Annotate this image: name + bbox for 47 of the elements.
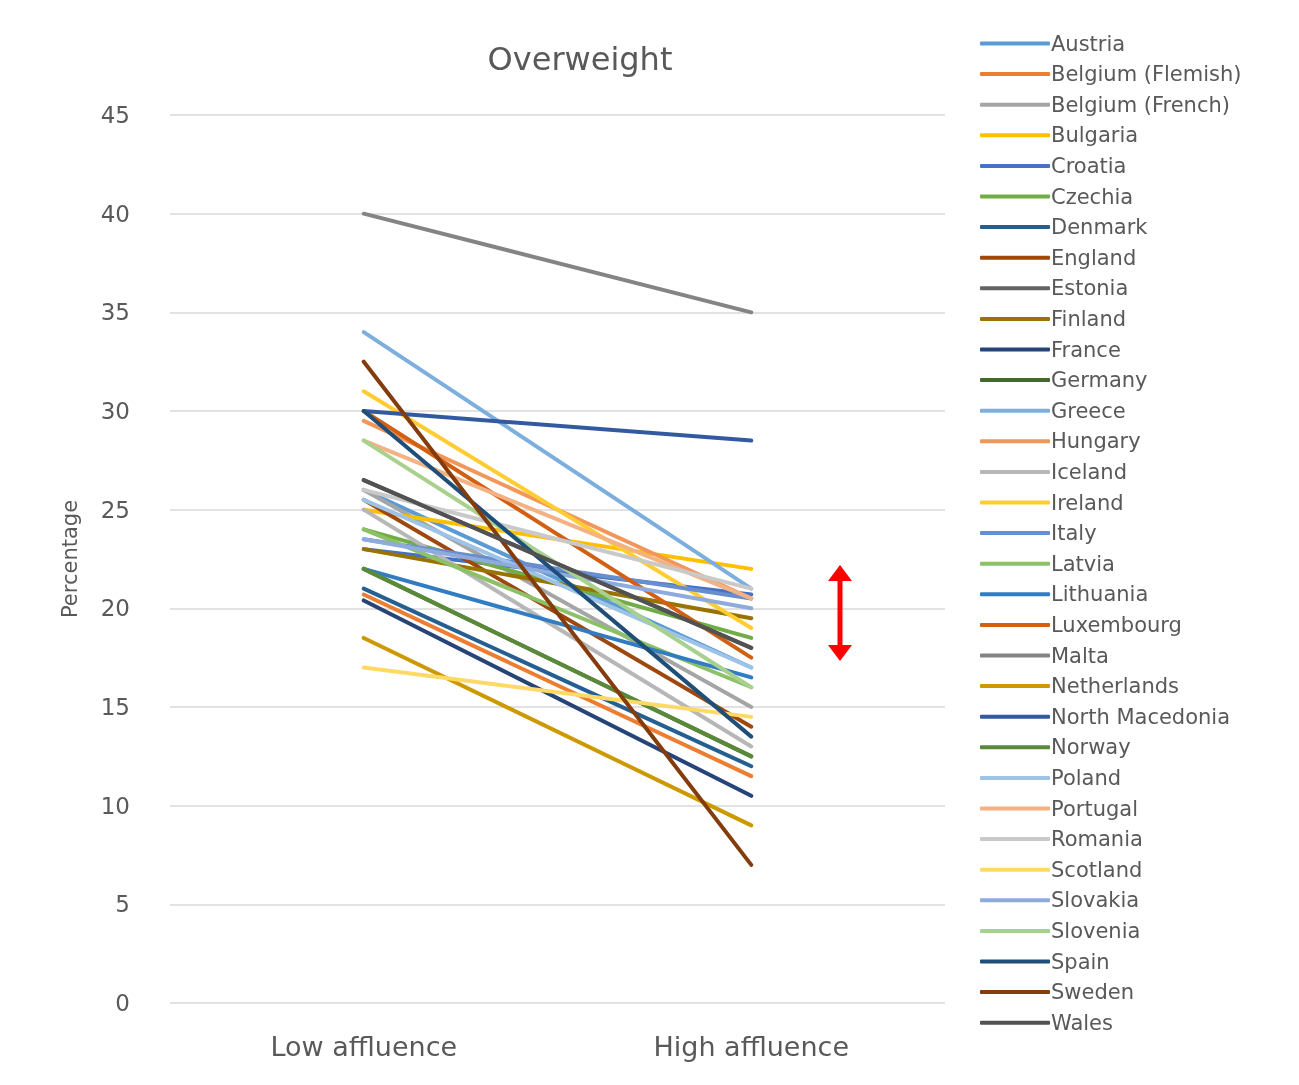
legend-label: Estonia [1051, 276, 1129, 301]
legend-label: Wales [1051, 1010, 1113, 1035]
legend-label: Ireland [1051, 490, 1124, 515]
legend-label: Italy [1051, 521, 1097, 546]
legend-label: France [1051, 337, 1121, 362]
chart-title: Overweight [487, 40, 673, 78]
y-tick-label: 35 [100, 299, 130, 326]
legend-label: North Macedonia [1051, 704, 1231, 729]
legend-label: Spain [1051, 949, 1110, 974]
legend-label: Norway [1051, 735, 1131, 760]
y-tick-label: 20 [100, 595, 130, 622]
legend-label: Germany [1051, 368, 1148, 393]
y-tick-label: 15 [100, 694, 130, 720]
legend-label: Sweden [1051, 980, 1134, 1005]
x-tick-label: High affluence [653, 1031, 850, 1062]
x-tick-label: Low affluence [270, 1031, 458, 1062]
legend-label: Scotland [1051, 857, 1143, 882]
y-tick-label: 0 [115, 990, 130, 1016]
legend-label: Denmark [1051, 215, 1149, 240]
legend-label: Poland [1051, 765, 1122, 790]
legend-label: Greece [1051, 398, 1126, 423]
legend-label: Netherlands [1051, 674, 1180, 699]
y-tick-label: 25 [100, 496, 130, 523]
legend-label: Luxembourg [1051, 612, 1182, 637]
legend-label: Belgium (Flemish) [1051, 62, 1242, 87]
legend-label: Lithuania [1051, 582, 1149, 607]
y-tick-label: 40 [100, 200, 130, 227]
legend-label: Finland [1051, 306, 1127, 331]
y-tick-label: 10 [100, 792, 130, 819]
legend-label: Slovenia [1051, 918, 1141, 943]
y-tick-label: 5 [115, 891, 130, 918]
legend-label: Austria [1051, 31, 1126, 56]
legend-label: Belgium (French) [1051, 92, 1230, 117]
legend-label: Czechia [1051, 184, 1134, 209]
legend-label: Bulgaria [1051, 123, 1139, 148]
legend-label: England [1051, 245, 1137, 270]
legend-label: Portugal [1051, 796, 1138, 821]
legend-label: Malta [1051, 643, 1109, 668]
y-tick-label: 45 [100, 102, 130, 128]
legend-label: Hungary [1051, 429, 1141, 454]
y-axis-title: Percentage [57, 499, 82, 619]
y-tick-label: 30 [100, 398, 130, 424]
legend-label: Iceland [1051, 459, 1128, 484]
legend-label: Latvia [1051, 551, 1115, 576]
legend-label: Romania [1051, 827, 1143, 852]
legend-label: Slovakia [1051, 888, 1140, 913]
legend-label: Croatia [1051, 153, 1127, 178]
